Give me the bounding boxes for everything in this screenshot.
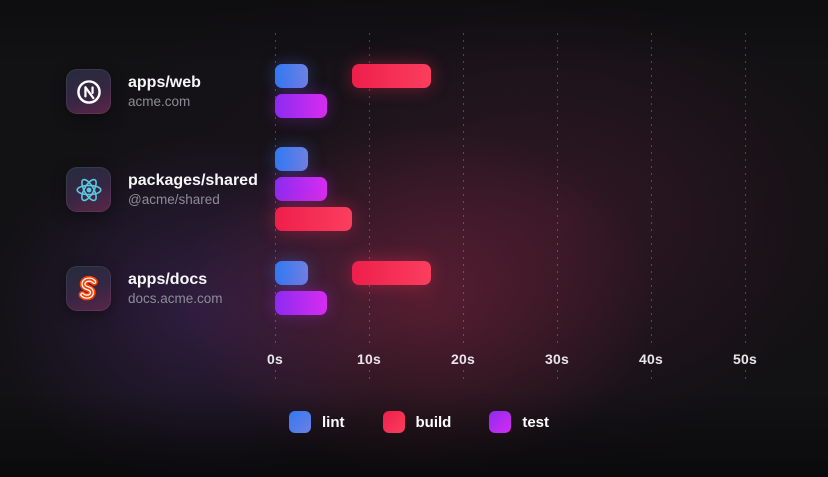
package-domain: @acme/shared — [128, 192, 220, 207]
package-row-packages-shared: packages/shared @acme/shared — [66, 167, 258, 212]
task-bar-test — [275, 291, 327, 315]
axis-tick-label: 30s — [545, 351, 569, 367]
gridline-40s — [651, 33, 652, 346]
legend-swatch-build — [382, 411, 405, 433]
package-texts: apps/docs docs.acme.com — [128, 270, 223, 307]
react-icon — [66, 167, 111, 212]
package-domain: docs.acme.com — [128, 291, 223, 306]
legend-item-test: test — [489, 411, 549, 433]
gridline-50s — [745, 370, 746, 383]
gridline-30s — [557, 33, 558, 346]
legend-label: test — [522, 413, 550, 431]
package-texts: packages/shared @acme/shared — [128, 171, 258, 208]
legend-label: build — [415, 413, 452, 431]
task-bar-test — [275, 177, 327, 201]
legend-swatch-lint — [289, 411, 311, 433]
nextjs-icon — [66, 69, 111, 114]
task-bar-test — [275, 94, 327, 118]
legend-item-lint: lint — [289, 411, 345, 433]
package-row-apps-web: apps/web acme.com — [66, 69, 201, 114]
axis-tick-label: 20s — [451, 351, 475, 367]
gridline-0s — [275, 370, 276, 383]
task-bar-build — [352, 64, 431, 88]
axis-tick-label: 50s — [733, 351, 757, 367]
task-bar-lint — [275, 147, 308, 171]
legend-label: lint — [322, 413, 345, 431]
axis-tick-label: 0s — [267, 351, 283, 367]
gridline-10s — [369, 370, 370, 383]
task-bar-build — [352, 261, 431, 285]
task-bar-build — [275, 207, 352, 231]
axis-tick-label: 40s — [639, 351, 663, 367]
legend-item-build: build — [382, 411, 452, 433]
gridline-20s — [463, 370, 464, 383]
package-texts: apps/web acme.com — [128, 73, 201, 110]
legend: lint build test — [289, 411, 549, 433]
legend-swatch-test — [489, 411, 512, 433]
gridline-20s — [463, 33, 464, 346]
package-name: apps/web — [128, 74, 201, 91]
axis-tick-label: 10s — [357, 351, 381, 367]
gridline-10s — [369, 33, 370, 346]
package-name: apps/docs — [128, 271, 208, 288]
svelte-icon — [66, 266, 111, 311]
gridline-30s — [557, 370, 558, 383]
package-name: packages/shared — [128, 172, 258, 189]
gridline-50s — [745, 33, 746, 346]
gridline-40s — [651, 370, 652, 383]
task-bar-lint — [275, 64, 308, 88]
package-domain: acme.com — [128, 94, 191, 109]
task-bar-lint — [275, 261, 308, 285]
package-row-apps-docs: apps/docs docs.acme.com — [66, 266, 223, 311]
